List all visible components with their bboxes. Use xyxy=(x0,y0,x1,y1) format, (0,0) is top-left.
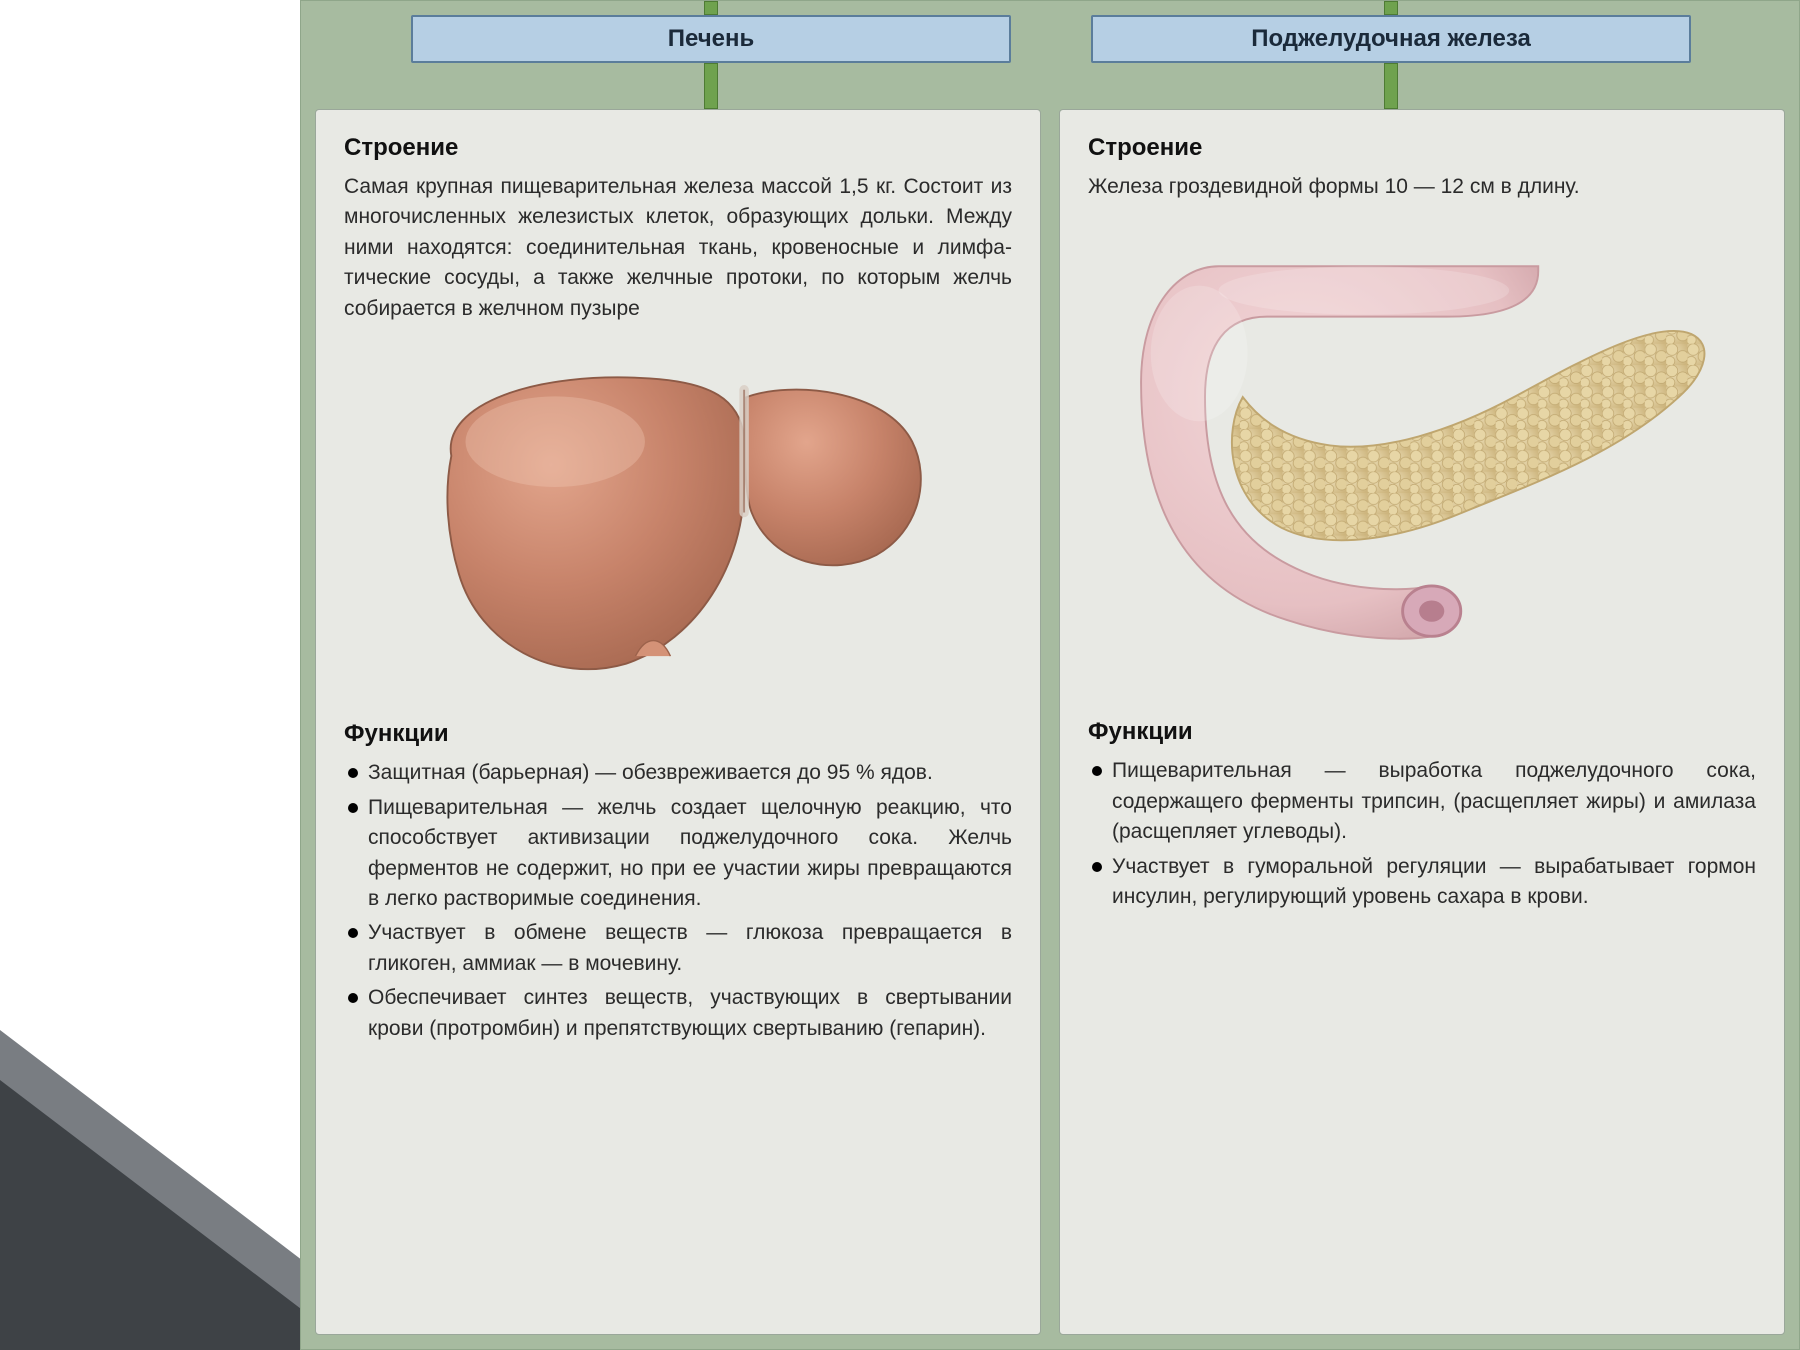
tab-liver: Печень xyxy=(411,15,1011,63)
slide-body: Печень Поджелудочная железа Строение Сам… xyxy=(300,0,1800,1350)
panel-liver: Строение Самая крупная пищеварительная ж… xyxy=(315,109,1041,1335)
structure-heading: Строение xyxy=(1088,134,1756,162)
list-item: Пищеварительная — выработка поджелудочно… xyxy=(1088,756,1756,847)
tab-label: Поджелудочная железа xyxy=(1251,25,1531,53)
list-item: Обеспечивает синтез веществ, участвующих… xyxy=(344,983,1012,1044)
functions-heading: Функции xyxy=(344,720,1012,748)
structure-heading: Строение xyxy=(344,134,1012,162)
panel-pancreas: Строение Железа гроздевидной формы 10 — … xyxy=(1059,109,1785,1335)
tab-label: Печень xyxy=(668,25,755,53)
list-item: Защитная (барьерная) — обезвреживается д… xyxy=(344,758,1012,788)
list-item: Участвует в гуморальной регуляции — выра… xyxy=(1088,852,1756,913)
structure-text: Железа гроздевидной формы 10 — 12 см в д… xyxy=(1088,172,1756,202)
list-item: Участвует в обмене веществ — глюкоза пре… xyxy=(344,918,1012,979)
connector-stem xyxy=(1384,63,1398,109)
tab-pancreas: Поджелудочная железа xyxy=(1091,15,1691,63)
panel-row: Строение Самая крупная пищеварительная ж… xyxy=(315,109,1785,1335)
structure-text: Самая крупная пищеварительная железа мас… xyxy=(344,172,1012,324)
pancreas-illustration xyxy=(1088,220,1756,700)
functions-heading: Функции xyxy=(1088,718,1756,746)
liver-illustration xyxy=(344,342,1012,702)
functions-list-pancreas: Пищеварительная — выработка поджелудочно… xyxy=(1088,756,1756,916)
list-item: Пищеварительная — желчь создает щелочную… xyxy=(344,793,1012,915)
functions-list-liver: Защитная (барьерная) — обезвреживается д… xyxy=(344,758,1012,1048)
connector-stem xyxy=(1384,1,1398,15)
connector-stem xyxy=(704,1,718,15)
connector-stem xyxy=(704,63,718,109)
header-band: Печень Поджелудочная железа xyxy=(301,1,1799,96)
